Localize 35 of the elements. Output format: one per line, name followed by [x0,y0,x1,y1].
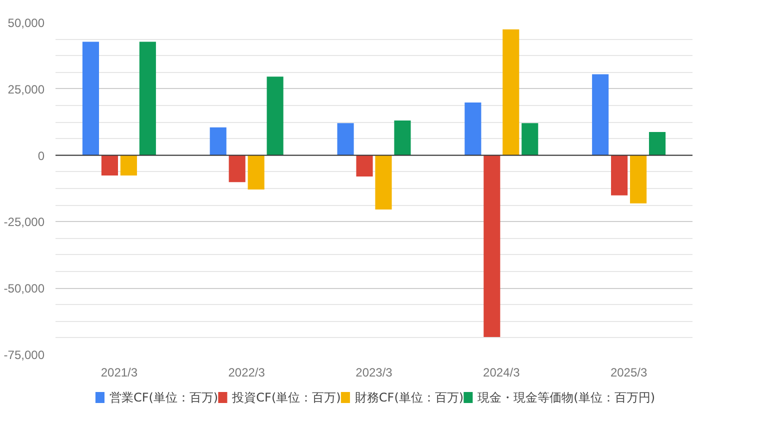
bar [248,155,264,190]
bar [484,155,500,337]
bar [630,155,647,204]
legend-label: 営業CF(単位：百万) [109,390,218,404]
x-tick-label: 2025/3 [610,366,648,380]
x-tick-label: 2021/3 [100,366,138,380]
y-tick-label: 25,000 [8,82,45,96]
x-tick-label: 2023/3 [356,366,393,380]
bar [394,120,411,156]
bar [82,42,100,156]
bar [375,155,392,210]
bar [120,155,137,176]
y-tick-label: 0 [38,148,45,163]
bar [648,132,666,156]
y-tick-label: 50,000 [8,16,45,30]
x-tick-label: 2024/3 [483,366,520,380]
legend-label: 財務CF(単位：百万) [354,390,464,404]
bar [464,102,482,156]
bar [522,123,538,156]
x-tick-label: 2022/3 [228,366,266,380]
bar [611,155,628,196]
y-tick-label: -50,000 [4,282,45,296]
y-tick-label: -75,000 [4,348,45,362]
bar [266,76,284,156]
bar [228,155,246,182]
y-tick-label: -25,000 [4,215,45,230]
bar [592,74,609,156]
bar [210,127,226,156]
bar [101,155,118,176]
bar [337,123,354,156]
bar [139,42,156,156]
legend-label: 現金・現金等価物(単位：百万円) [478,390,656,404]
bar [356,155,373,177]
bar [502,29,520,156]
legend-label: 投資CF(単位：百万) [231,390,341,404]
